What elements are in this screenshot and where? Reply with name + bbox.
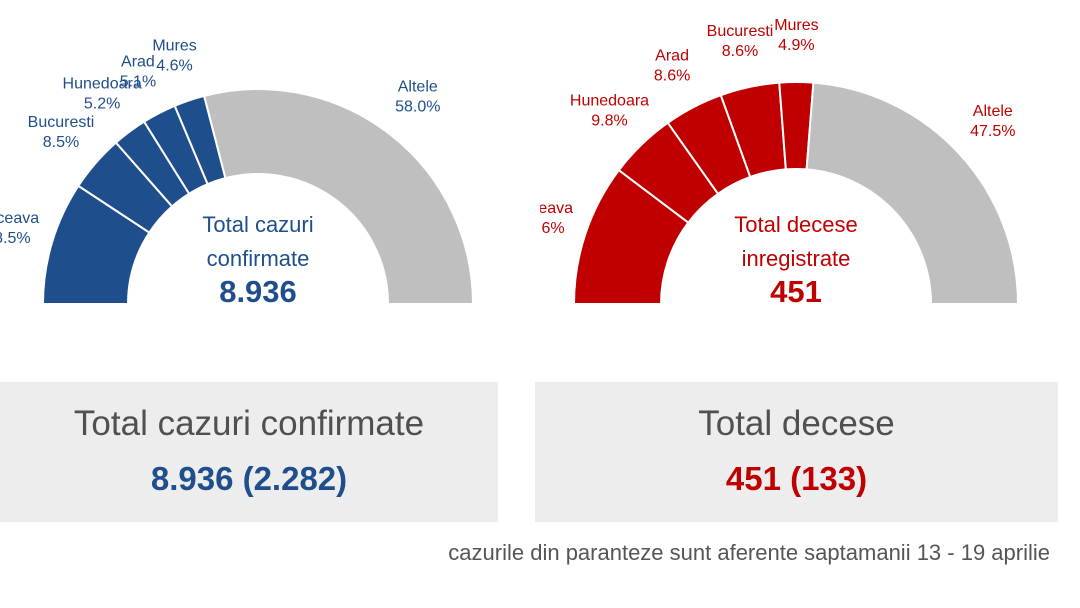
cases-summary-value: 8.936 (2.282) [150,460,348,497]
cases-slice-altele [202,88,475,305]
cases-label-hunedoara: Hunedoara 5.2% [63,76,142,113]
deaths-center-value: 451 [770,274,822,309]
cases-center-value: 8.936 [219,274,297,309]
footnote: cazurile din paranteze sunt aferente sap… [448,540,1050,565]
deaths-label-mures: Mures 4.9% [774,17,818,54]
deaths-summary-box: Total decese 451 (133) [535,382,1058,522]
deaths-center-title-line-2: inregistrate [742,246,851,271]
deaths-label-arad: Arad 8.6% [654,47,690,84]
deaths-label-bucuresti: Bucuresti 8.6% [707,23,774,60]
deaths-slice-altele [805,81,1020,305]
deaths-summary-title: Total decese [698,404,895,443]
deaths-label-altele: Altele 47.5% [970,103,1015,140]
cases-label-bucuresti: Bucuresti 8.5% [28,114,95,151]
cases-summary-title: Total cazuri confirmate [73,404,425,443]
cases-half-donut-chart: Suceava18.5% Bucuresti8.5%Hunedoara5.2%Ar… [0,38,475,309]
deaths-label-suceava: Suceava20.6% [540,200,573,237]
deaths-label-hunedoara: Hunedoara 9.8% [570,93,649,130]
cases-center-title-line-1: Total cazuri [202,212,313,237]
deaths-center-title-line-1: Total decese [734,212,858,237]
cases-summary-box: Total cazuri confirmate 8.936 (2.282) [0,382,498,522]
cases-label-mures: Mures 4.6% [152,38,196,75]
cases-center-title-line-2: confirmate [207,246,310,271]
deaths-summary-value: 451 (133) [725,460,868,497]
cases-label-suceava: Suceava18.5% [0,210,39,247]
cases-label-altele: Altele 58.0% [395,79,440,116]
cases-label-arad: Arad 5.1% [120,53,156,90]
